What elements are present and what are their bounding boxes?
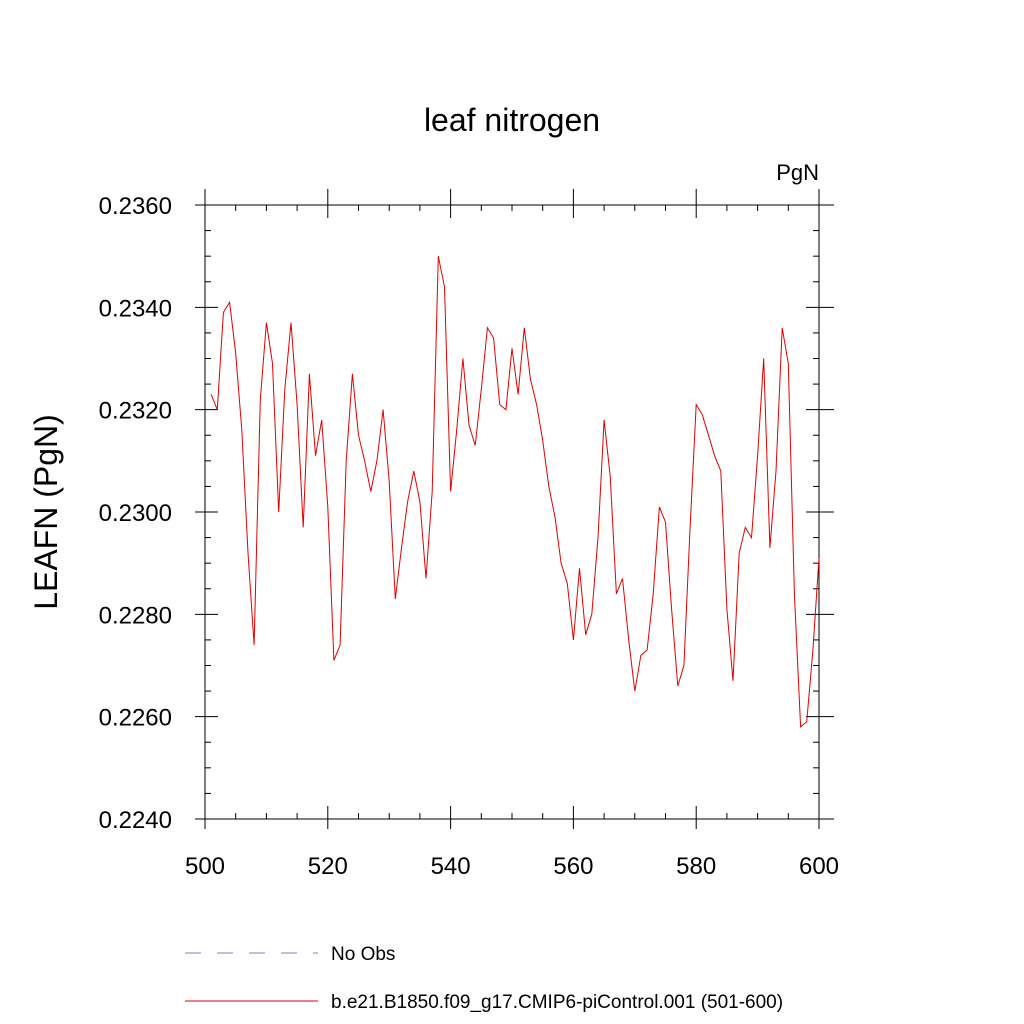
- y-tick-label: 0.2320: [99, 398, 172, 425]
- y-tick-label: 0.2340: [99, 295, 172, 322]
- x-tick-label: 520: [308, 853, 348, 880]
- x-tick-label: 560: [553, 853, 593, 880]
- y-axis: 0.2240 0.2260 0.2280 0.2300 0.2320 0.2340 0.23…: [99, 193, 834, 834]
- legend-label-no-obs: No Obs: [331, 944, 395, 965]
- x-axis: 500 520 540 560 580 600: [185, 189, 839, 880]
- y-tick-label: 0.2300: [99, 500, 172, 527]
- y-tick-label: 0.2360: [99, 193, 172, 220]
- legend: No Obs b.e21.B1850.f09_g17.CMIP6-piContr…: [185, 944, 783, 1013]
- legend-label-series: b.e21.B1850.f09_g17.CMIP6-piControl.001 …: [331, 992, 783, 1013]
- x-tick-label: 540: [431, 853, 471, 880]
- y-tick-label: 0.2240: [99, 807, 172, 834]
- y-tick-label: 0.2280: [99, 602, 172, 629]
- units-label: PgN: [776, 160, 819, 185]
- x-tick-label: 500: [185, 853, 225, 880]
- y-tick-label: 0.2260: [99, 705, 172, 732]
- chart-title: leaf nitrogen: [424, 102, 600, 138]
- plot-frame: [204, 204, 820, 820]
- y-axis-label: LEAFN (PgN): [28, 414, 64, 610]
- x-tick-label: 580: [676, 853, 716, 880]
- series-line: [210, 256, 820, 728]
- x-tick-label: 600: [799, 853, 839, 880]
- plot-area: 500 520 540 560 580 600 0.22400.22600.22800.2…: [99, 189, 839, 880]
